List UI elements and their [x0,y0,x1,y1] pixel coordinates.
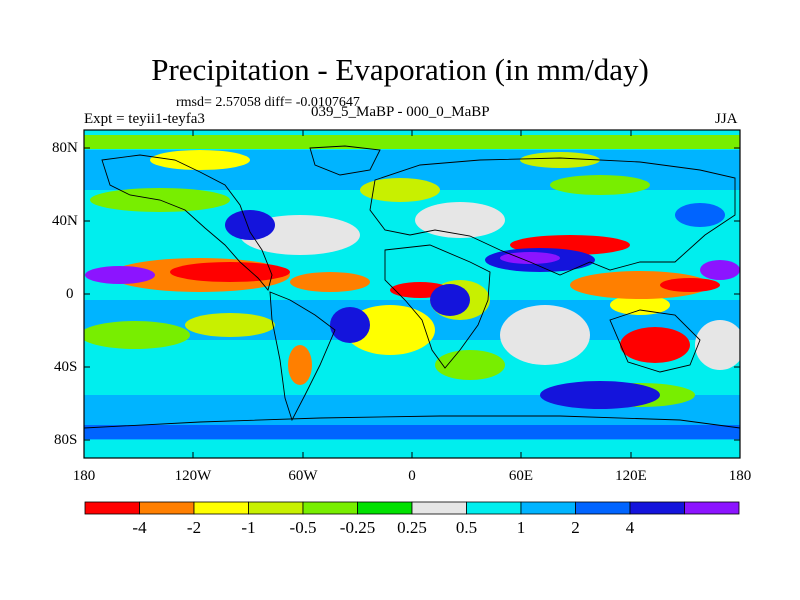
colorbar-label: -0.25 [339,518,376,537]
field-patch [170,262,290,282]
coast-australia [609,309,701,373]
lat-label-80s: 80S [54,432,78,448]
coast-greenland [309,145,381,176]
field-patch [415,202,505,238]
lon-label-0: 0 [408,468,416,484]
coast-africa [384,244,491,369]
field-patch [84,321,190,349]
colorbar-box-5 [302,501,358,515]
lat-label-eq: 0 [66,286,74,302]
colorbar-label: 4 [625,518,635,537]
lon-label-120w: 120W [174,468,212,484]
field-patch [288,345,312,385]
lat-tick-marks [84,147,740,441]
period-label: 039_5_MaBP - 000_0_MaBP [311,104,490,120]
field-patch [675,203,725,227]
lat-label-40n: 40N [52,213,78,229]
figure-title: Precipitation - Evaporation (in mm/day) [151,52,649,87]
colorbar-box-1 [84,501,140,515]
colorbar-label: 2 [571,518,580,537]
colorbar [84,501,740,515]
coast-north-america [101,154,273,291]
field-patch [620,327,690,363]
field-patch [84,440,740,458]
lon-label-180e: 180 [728,468,752,484]
field-layer [84,130,740,458]
coastlines [83,145,741,429]
colorbar-box-9 [520,501,576,515]
colorbar-box-8 [466,501,522,515]
field-patch [150,150,250,170]
colorbar-label: -4 [132,518,147,537]
field-patch [550,175,650,195]
field-patch [430,284,470,316]
colorbar-box-10 [575,501,631,515]
coast-eurasia [369,157,736,276]
field-patch [540,381,660,409]
field-patch [330,307,370,343]
lon-tick-marks [83,130,741,458]
field-patch [225,210,275,240]
colorbar-label: 0.25 [397,518,427,537]
colorbar-label: 0.5 [455,518,478,537]
experiment-label: Expt = teyii1-teyfa3 [84,111,205,127]
field-patch [700,260,740,280]
field-patch [660,278,720,292]
lon-label-60w: 60W [288,468,318,484]
lon-label-60e: 60E [508,468,534,484]
field-patch [435,350,505,380]
field-patch [360,178,440,202]
colorbar-box-6 [357,501,413,515]
colorbar-box-11 [629,501,685,515]
field-patch [290,272,370,292]
rmsd-diff-stats: rmsd= 2.57058 diff= -0.0107647 [176,95,360,110]
coast-south-america [269,291,336,422]
field-patch [500,305,590,365]
colorbar-label: -2 [186,518,202,537]
colorbar-box-7 [411,501,467,515]
season-label: JJA [715,111,738,127]
lat-label-80n: 80N [52,140,78,156]
lon-label-180w: 180 [72,468,96,484]
colorbar-label: 1 [516,518,526,537]
field-patch [520,152,600,168]
field-patch [570,271,710,299]
field-patch [85,266,155,284]
lon-label-120e: 120E [615,468,647,484]
coast-antarctica [83,415,741,429]
colorbar-label: -0.5 [289,518,317,537]
colorbar-label: -1 [241,518,256,537]
lat-label-40s: 40S [54,359,78,375]
field-patch [610,295,670,315]
colorbar-box-12 [684,501,740,515]
colorbar-box-3 [193,501,249,515]
field-patch [500,252,560,264]
field-patch [84,425,740,439]
field-patch [695,320,740,370]
colorbar-box-4 [248,501,304,515]
field-patch [185,313,275,337]
colorbar-box-2 [139,501,195,515]
field-patch [84,135,740,149]
